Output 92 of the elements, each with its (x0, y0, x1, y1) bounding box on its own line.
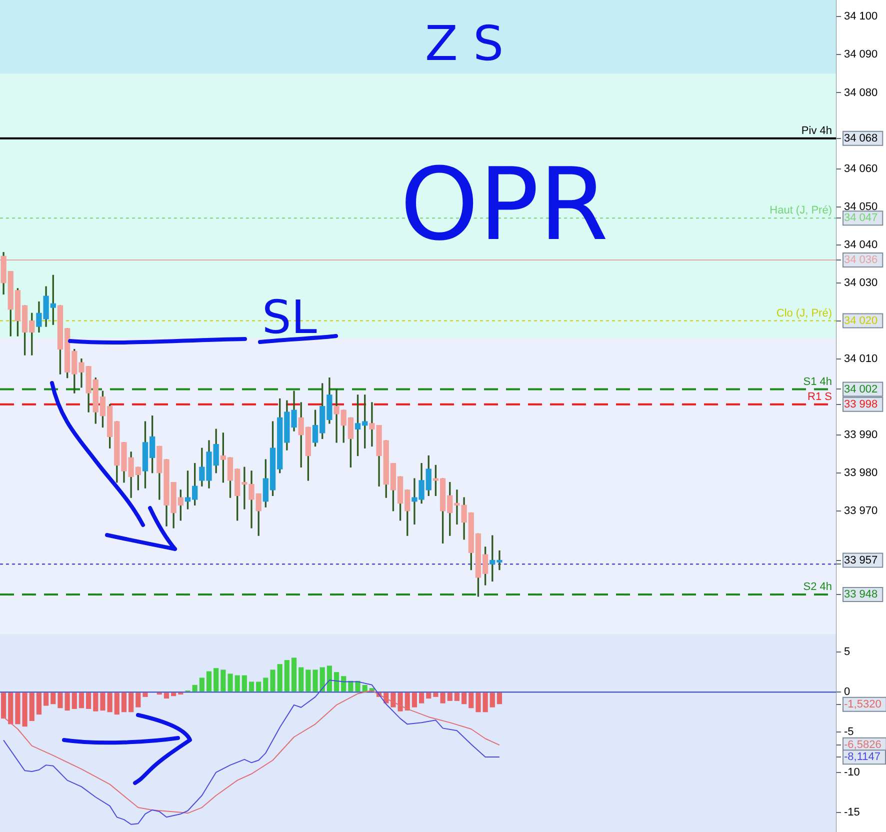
annotation: Z S (425, 16, 504, 72)
bar (476, 692, 481, 712)
bar (447, 692, 452, 701)
bar (291, 658, 297, 692)
bar (8, 692, 14, 724)
y-tick-label: -6,5826 (844, 738, 882, 751)
y-tick-label: 34 036 (844, 254, 878, 266)
bar (72, 692, 77, 709)
bar (256, 682, 262, 692)
ref-line-label: Haut (J, Pré) (770, 204, 832, 217)
bar (277, 664, 282, 692)
y-tick-label: 33 970 (844, 504, 878, 517)
ref-line-label: Piv 4h (801, 124, 832, 137)
y-tick-label: -5 (844, 726, 854, 738)
bar (234, 675, 240, 692)
bar (192, 684, 198, 692)
bar (482, 692, 488, 712)
y-tick-label: -1,5320 (844, 698, 882, 710)
bar (242, 675, 247, 692)
bar (454, 692, 460, 701)
bar (199, 678, 204, 692)
bar (121, 692, 127, 712)
bar (86, 692, 92, 709)
bar (248, 682, 254, 692)
bar (270, 670, 276, 692)
y-tick-label: 33 998 (844, 398, 878, 410)
y-tick-label: -8,1147 (844, 751, 880, 764)
y-tick-label: 34 080 (844, 86, 878, 99)
bar (468, 692, 474, 708)
bar (334, 672, 340, 692)
bar (412, 692, 418, 708)
y-tick-label: 34 010 (844, 352, 878, 365)
bar (44, 692, 49, 706)
bar (496, 692, 502, 704)
bar (284, 660, 290, 692)
bar (206, 671, 212, 692)
y-tick-label: -10 (844, 766, 860, 778)
y-tick-label: 34 002 (844, 383, 878, 396)
y-tick-label: 34 068 (844, 132, 878, 144)
ref-line-label: S1 4h (803, 376, 832, 388)
bar (171, 692, 176, 696)
ref-line-label: R1 S (808, 390, 832, 403)
bar (263, 678, 268, 692)
bar (100, 692, 106, 711)
annotation: SL (262, 290, 317, 344)
bar (114, 692, 120, 715)
bar (404, 692, 410, 711)
bar (228, 674, 233, 692)
bar (164, 692, 170, 699)
bar (220, 670, 226, 692)
bar (490, 692, 495, 708)
bar (64, 692, 70, 711)
bar (362, 684, 368, 692)
y-tick-label: 34 047 (844, 212, 878, 224)
bar (58, 692, 63, 708)
bar (142, 692, 148, 697)
bar (36, 692, 42, 715)
bar (93, 692, 98, 712)
bar (355, 680, 360, 692)
y-tick-label: 34 020 (844, 314, 878, 327)
y-tick-label: 34 040 (844, 238, 878, 251)
bar (107, 692, 112, 712)
bar (78, 692, 84, 708)
y-tick-label: 5 (844, 646, 850, 658)
bar (29, 692, 34, 721)
bar (214, 668, 219, 692)
y-tick-label: 33 957 (844, 554, 878, 566)
bar (298, 667, 304, 692)
y-tick-label: 33 948 (844, 588, 878, 601)
bar (306, 670, 311, 692)
y-tick-label: 0 (844, 686, 850, 698)
annotation: OPR (400, 146, 608, 263)
bar (50, 692, 56, 704)
y-tick-label: 34 060 (844, 162, 878, 175)
bar (312, 670, 318, 692)
y-tick-label: 33 980 (844, 466, 878, 479)
bar (326, 666, 332, 692)
bar (341, 676, 346, 692)
ref-line-label: S2 4h (803, 581, 832, 594)
ref-line-label: Clo (J, Pré) (776, 307, 832, 320)
y-tick-label: 33 990 (844, 428, 878, 441)
y-tick-label: 34 050 (844, 200, 878, 213)
y-tick-label: 34 090 (844, 48, 878, 61)
y-tick-label: -15 (844, 806, 860, 818)
bar (418, 692, 424, 704)
bar (426, 692, 432, 699)
bar (136, 692, 141, 708)
bar (320, 667, 325, 692)
bar (128, 692, 134, 712)
y-tick-label: 34 100 (844, 10, 878, 23)
bar (462, 692, 467, 704)
y-tick-label: 34 030 (844, 276, 878, 289)
